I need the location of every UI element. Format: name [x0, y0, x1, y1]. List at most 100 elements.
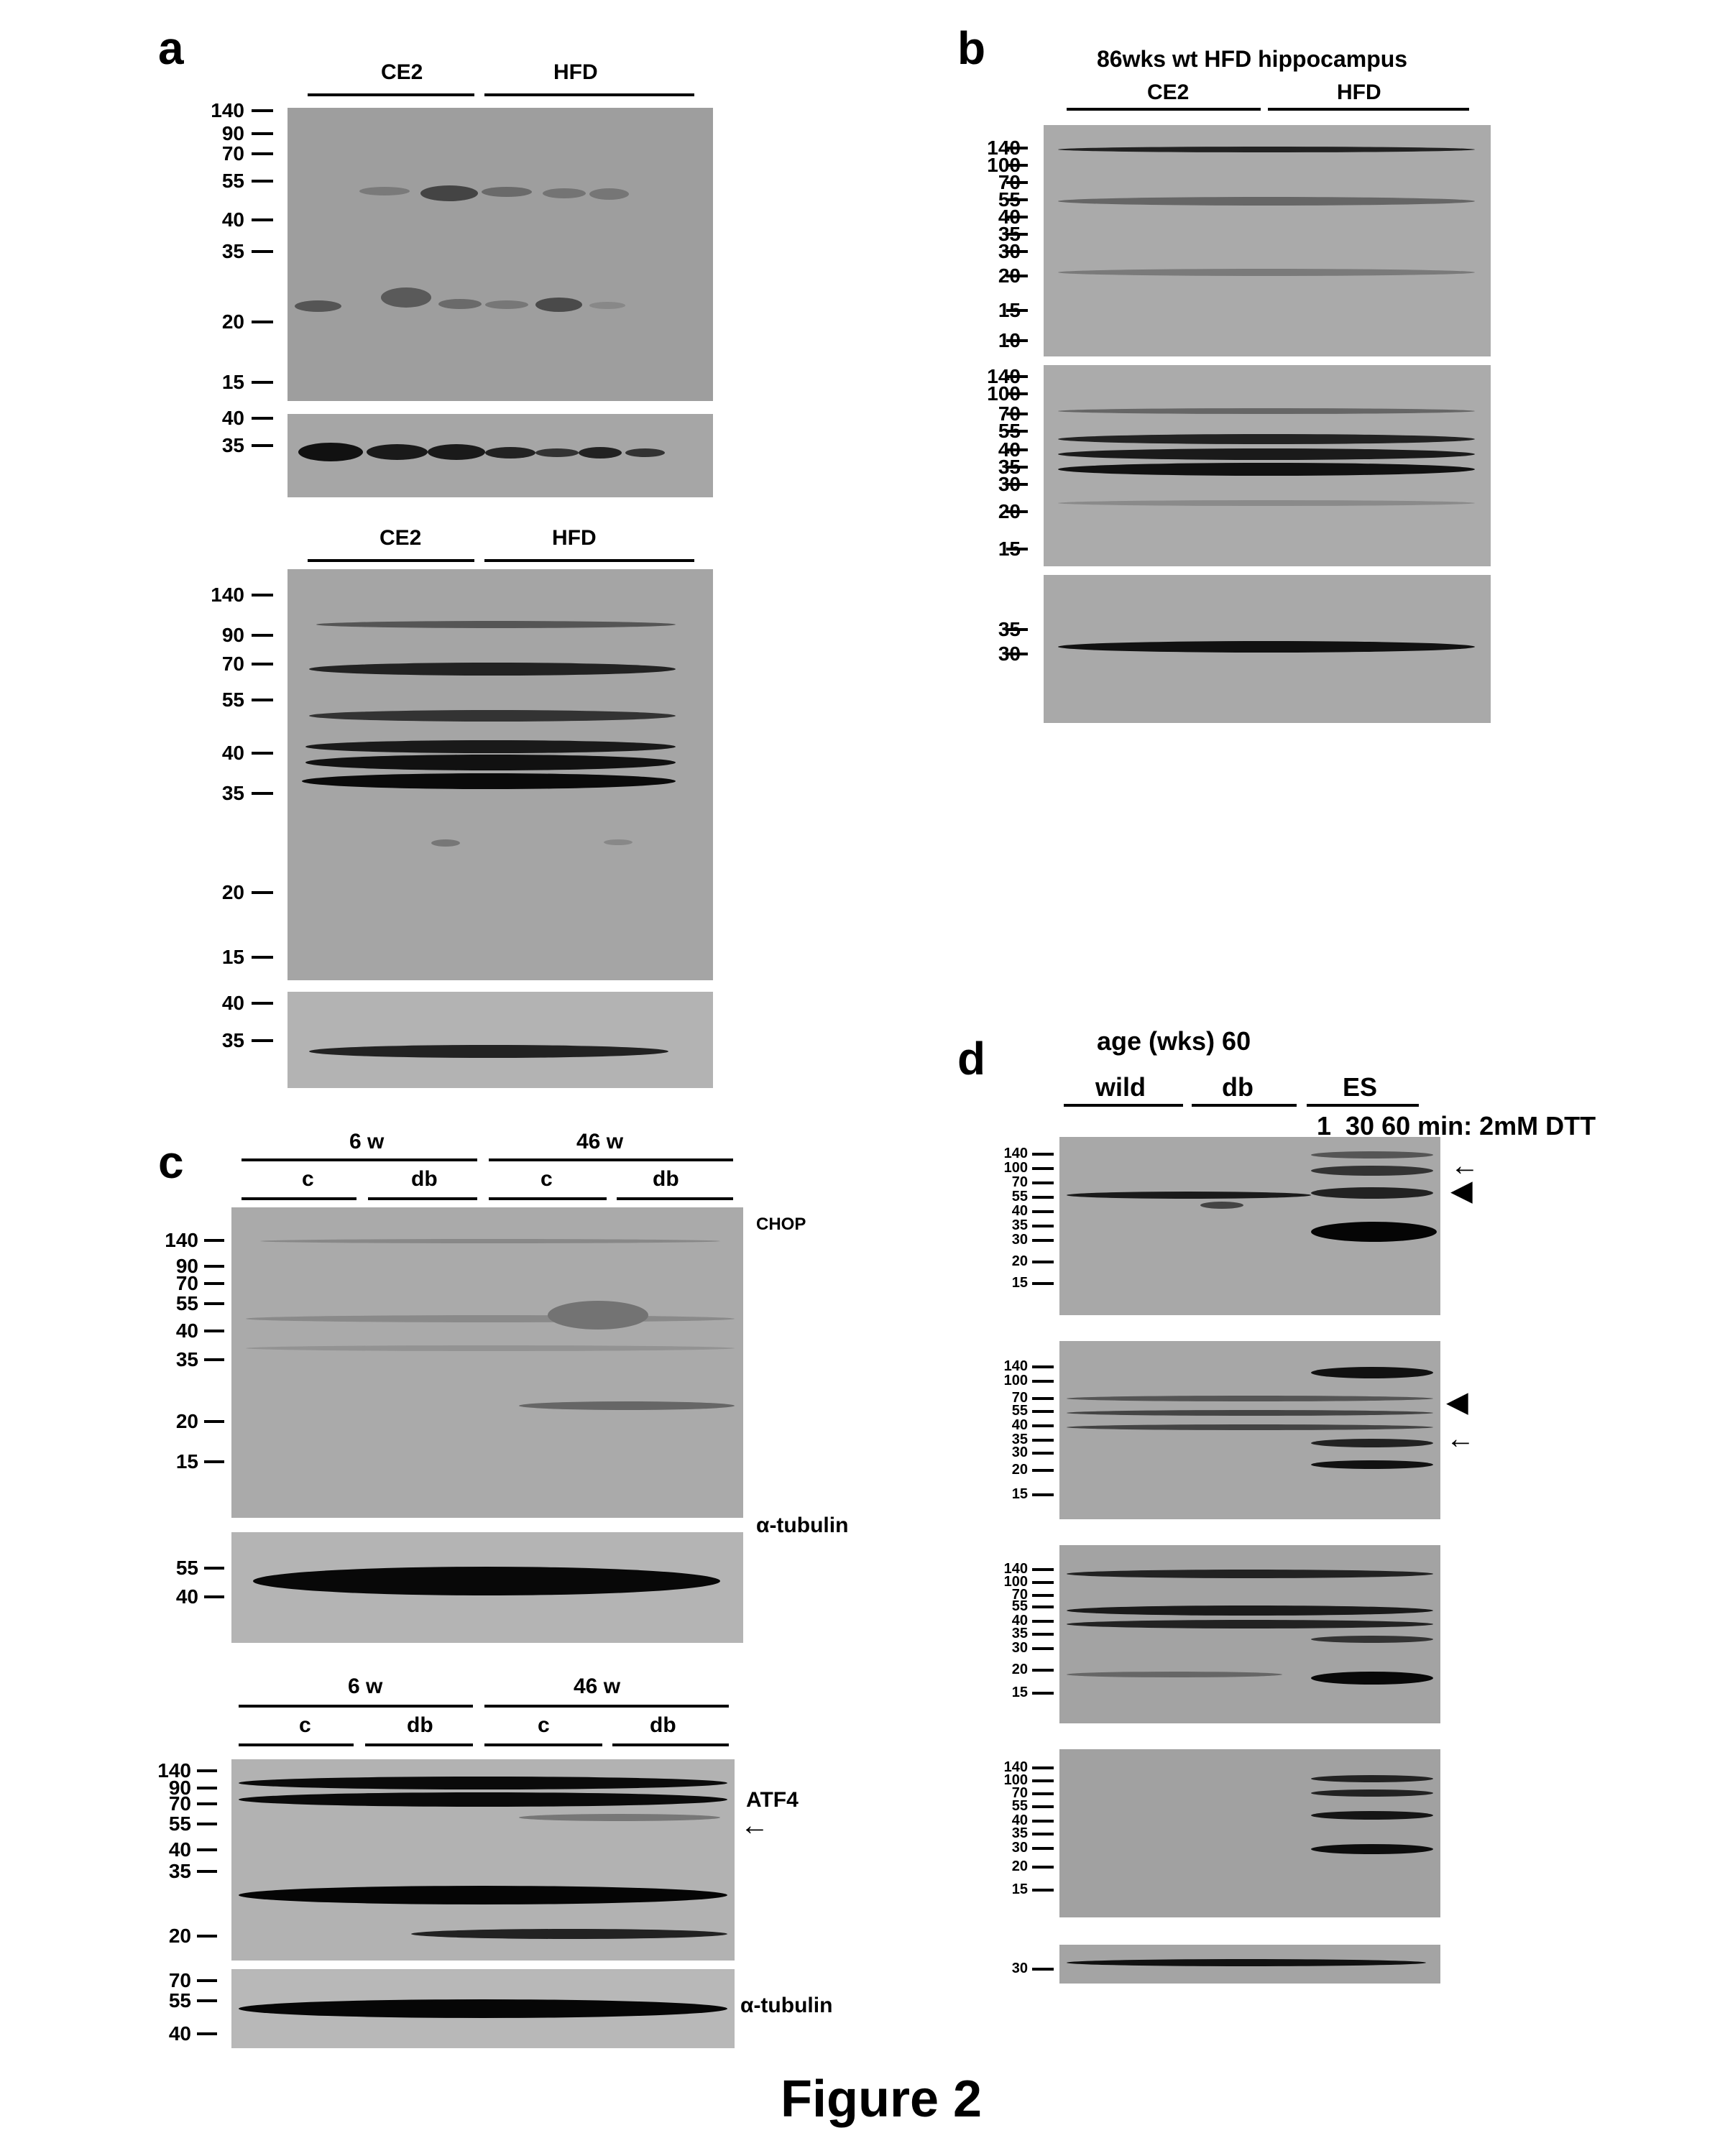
panel-c-blot1-marker: 90	[175, 1255, 198, 1277]
panel-d-group2-bar	[1192, 1104, 1297, 1107]
panel-c-blot2-marker: 55	[175, 1557, 198, 1579]
panel-c-blot1-marker: 15	[175, 1450, 198, 1473]
panel-c-blot4-marker: 55	[168, 1989, 191, 2012]
panel-c-letter: c	[158, 1136, 184, 1188]
panel-c-sub-c-label-4: c	[538, 1713, 550, 1737]
panel-a-group2-bar-2	[484, 559, 694, 562]
panel-a-blot3-marker: 140	[211, 584, 244, 606]
panel-c-blot1-marker: 140	[165, 1229, 198, 1251]
panel-a-blot3-marker: 70	[221, 653, 244, 675]
panel-d-blot4-marker: 20	[1011, 1858, 1028, 1874]
panel-d-blot4-marker: 140	[1003, 1759, 1028, 1775]
panel-d-blot1-marker: 40	[1011, 1203, 1028, 1219]
panel-c-tubulin-label: α-tubulin	[756, 1514, 849, 1537]
panel-d-blot3-marker: 55	[1011, 1598, 1028, 1614]
panel-c-sub-c-label-3: c	[299, 1713, 311, 1737]
panel-a-letter: a	[158, 22, 184, 74]
panel-c-blot1-marker: 70	[175, 1272, 198, 1294]
panel-a-blot3-marker: 55	[221, 688, 244, 711]
panel-a-group1-bar-2	[308, 559, 474, 562]
panel-b-group1-label: CE2	[1147, 80, 1190, 104]
panel-b-letter: b	[957, 22, 986, 74]
panel-b-group2-bar	[1268, 108, 1469, 111]
panel-c-blot2-marker: 40	[175, 1585, 198, 1608]
panel-d-group3-label: ES	[1343, 1072, 1378, 1102]
arrowhead-left-icon: ◀	[1446, 1386, 1468, 1418]
panel-d-blot3-marker: 70	[1011, 1587, 1028, 1603]
panel-d-group3-bar	[1307, 1104, 1419, 1107]
panel-a-group1-bar	[308, 93, 474, 96]
panel-c-sub-db-label: db	[411, 1167, 438, 1191]
panel-a-blot3-marker: 20	[221, 881, 244, 903]
panel-d-blot1-marker: 100	[1003, 1160, 1028, 1176]
panel-d-blot2-marker: 40	[1011, 1417, 1028, 1433]
panel-d-age-label: age (wks) 60	[1097, 1026, 1251, 1056]
panel-c-blot-4	[231, 1969, 735, 2048]
panel-a-group2-label: HFD	[553, 60, 598, 84]
panel-c-sub-db-label-2: db	[653, 1167, 679, 1191]
panel-c-blot1-marker: 40	[175, 1319, 198, 1342]
arrow-left-icon: ←	[1446, 1423, 1475, 1455]
panel-d-blot3-marker: 40	[1011, 1613, 1028, 1628]
panel-c-sub-bar	[617, 1197, 733, 1200]
panel-a-blot4-marker: 35	[221, 1029, 244, 1051]
panel-c-blot3-marker: 55	[168, 1812, 191, 1835]
panel-d-blot1-marker: 20	[1011, 1253, 1028, 1269]
panel-a-blot1-marker: 15	[221, 371, 244, 393]
panel-d-blot-3	[1059, 1545, 1440, 1723]
panel-c-blot4-marker: 70	[168, 1969, 191, 1991]
panel-d-blot5-marker: 30	[1011, 1961, 1028, 1976]
panel-c-sub-db-label-4: db	[650, 1713, 676, 1737]
panel-d-blot1-marker: 55	[1011, 1189, 1028, 1204]
panel-a-blot1-marker: 35	[221, 240, 244, 262]
panel-a-blot2-marker: 40	[221, 407, 244, 429]
panel-d-group1-label: wild	[1095, 1072, 1146, 1102]
panel-d-blot1-marker: 70	[1011, 1174, 1028, 1190]
panel-c-sub-bar	[242, 1197, 356, 1200]
panel-c-age1-bar-2	[239, 1705, 473, 1708]
figure-title: Figure 2	[781, 2070, 983, 2128]
panel-d-blot2-marker: 55	[1011, 1403, 1028, 1419]
panel-c-sub-bar-2	[239, 1743, 354, 1746]
panel-a-blot3-marker: 40	[221, 742, 244, 764]
panel-b-group2-label: HFD	[1337, 80, 1381, 104]
panel-c-blot3-marker: 70	[168, 1792, 191, 1815]
panel-a-blot3-marker: 90	[221, 624, 244, 646]
panel-a-blot-1	[288, 108, 713, 401]
arrowhead-left-icon: ◀	[1450, 1175, 1473, 1207]
panel-c-atf4-label: ATF4	[746, 1788, 799, 1812]
panel-d-blot4-marker: 35	[1011, 1825, 1028, 1841]
panel-d-blot3-marker: 20	[1011, 1662, 1028, 1677]
panel-c-age1-label: 6 w	[349, 1130, 385, 1153]
panel-a-blot1-marker: 55	[221, 170, 244, 192]
panel-b-blot-2	[1044, 365, 1491, 566]
panel-d-blot3-marker: 35	[1011, 1626, 1028, 1641]
arrow-left-icon: ←	[1450, 1150, 1479, 1181]
panel-d-blot4-marker: 30	[1011, 1840, 1028, 1856]
panel-a-blot-3	[288, 569, 713, 980]
panel-a-blot1-marker: 70	[221, 142, 244, 165]
panel-a-blot1-marker: 40	[221, 208, 244, 231]
panel-d-blot2-marker: 20	[1011, 1462, 1028, 1478]
panel-c-blot1-marker: 20	[175, 1410, 198, 1432]
panel-c-sub-c-label-2: c	[540, 1167, 553, 1191]
panel-c-blot1-marker: 35	[175, 1348, 198, 1370]
panel-c-age2-label-2: 46 w	[574, 1674, 621, 1698]
panel-d-blot4-marker: 15	[1011, 1881, 1028, 1897]
panel-c-chop-label: CHOP	[756, 1215, 806, 1234]
panel-d-blot3-marker: 30	[1011, 1640, 1028, 1656]
panel-d-blot4-marker: 100	[1003, 1772, 1028, 1788]
panel-c-sub-db-label-3: db	[407, 1713, 433, 1737]
panel-d-blot3-marker: 100	[1003, 1574, 1028, 1590]
panel-b-group1-bar	[1067, 108, 1261, 111]
panel-c-age1-label-2: 6 w	[348, 1674, 383, 1698]
panel-c-sub-bar	[368, 1197, 477, 1200]
panel-a-blot1-marker: 140	[211, 99, 244, 121]
panel-a-blot2-marker: 35	[221, 434, 244, 456]
panel-b-blot-3	[1044, 575, 1491, 723]
panel-c-blot3-marker: 35	[168, 1860, 191, 1882]
arrow-left-icon: ←	[740, 1810, 769, 1841]
panel-a-blot-4	[288, 992, 713, 1088]
panel-c-sub-bar-2	[484, 1743, 602, 1746]
panel-c-sub-c-label: c	[302, 1167, 314, 1191]
